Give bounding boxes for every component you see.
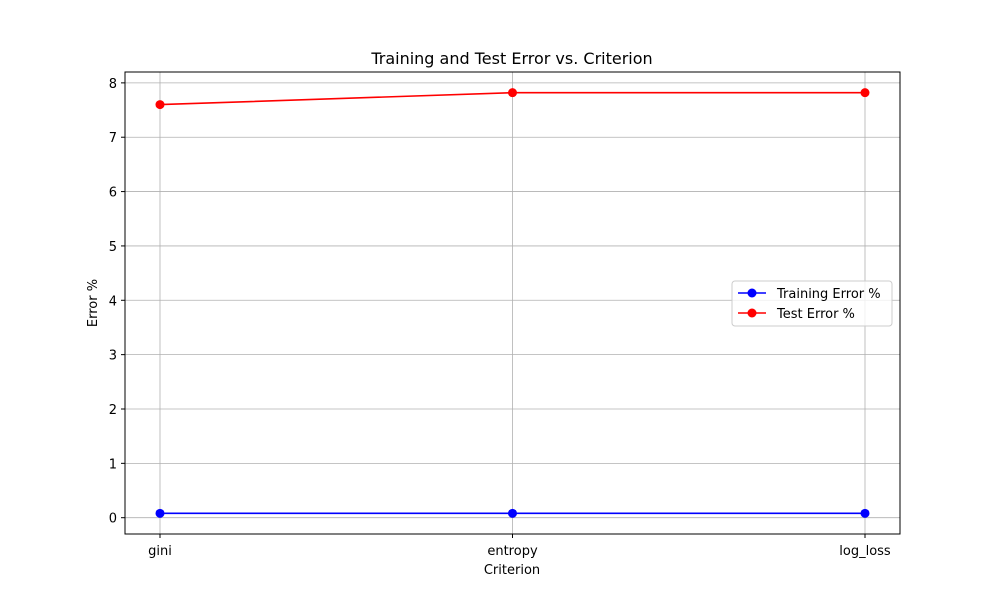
legend-marker <box>747 308 757 318</box>
y-tick-label: 1 <box>109 457 117 472</box>
x-tick-label: gini <box>148 544 172 559</box>
x-axis: gini entropy log_loss <box>148 534 891 559</box>
data-point <box>508 88 517 98</box>
data-point <box>155 100 165 110</box>
y-axis: 0 1 2 3 4 5 6 7 8 <box>109 77 125 527</box>
legend-box <box>731 280 893 327</box>
legend-label: Test Error % <box>776 307 855 322</box>
y-axis-label: Error % <box>86 279 101 327</box>
series-layer <box>155 88 870 518</box>
data-point <box>860 508 870 518</box>
y-tick-label: 5 <box>109 240 117 255</box>
legend-label: Training Error % <box>776 287 881 302</box>
y-tick-label: 3 <box>109 349 117 364</box>
y-tick-label: 7 <box>109 131 117 146</box>
x-tick-label: log_loss <box>839 544 891 559</box>
y-tick-label: 4 <box>109 294 117 309</box>
chart-title: Training and Test Error vs. Criterion <box>370 49 652 68</box>
x-tick-label: entropy <box>487 544 538 559</box>
legend-marker <box>747 288 757 298</box>
y-tick-label: 6 <box>109 186 117 201</box>
legend: Training Error % Test Error % <box>731 280 893 327</box>
data-point <box>508 508 517 518</box>
y-tick-label: 8 <box>109 77 117 92</box>
y-tick-label: 0 <box>109 512 117 527</box>
y-tick-label: 2 <box>109 403 117 418</box>
data-point <box>860 88 870 98</box>
x-axis-label: Criterion <box>484 563 540 578</box>
data-point <box>155 508 165 518</box>
